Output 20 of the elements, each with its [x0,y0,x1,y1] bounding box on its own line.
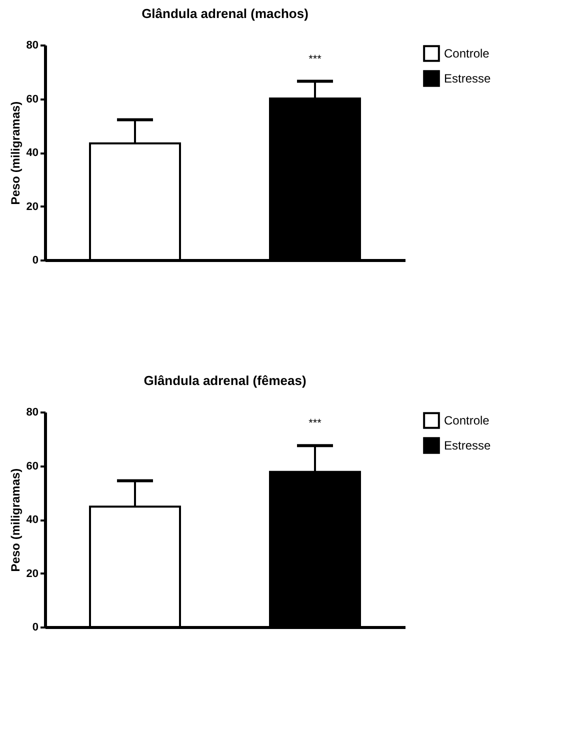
y-tick-label: 80 [26,40,38,52]
y-tick-label: 20 [26,200,38,213]
y-tick-label: 0 [32,254,38,266]
y-axis-title: Peso (miligramas) [8,101,22,205]
legend-label: Controle [444,46,490,60]
chart-title: Glândula adrenal (fêmeas) [144,373,306,388]
y-tick-label: 40 [26,514,38,526]
legend-label: Estresse [444,72,492,86]
y-tick-label: 80 [26,406,38,418]
y-tick-label: 40 [26,147,38,159]
y-tick-label: 60 [26,93,38,106]
legend-label: Controle [444,414,490,428]
y-tick-label: 0 [32,622,38,634]
chart-title: Glândula adrenal (machos) [142,6,308,21]
y-tick-label: 60 [26,460,38,472]
legend-label: Estresse [444,438,492,452]
y-axis-title: Peso (miligramas) [8,468,22,572]
y-tick-label: 20 [26,568,38,580]
annotation: *** [308,418,322,430]
annotation: *** [308,53,322,66]
